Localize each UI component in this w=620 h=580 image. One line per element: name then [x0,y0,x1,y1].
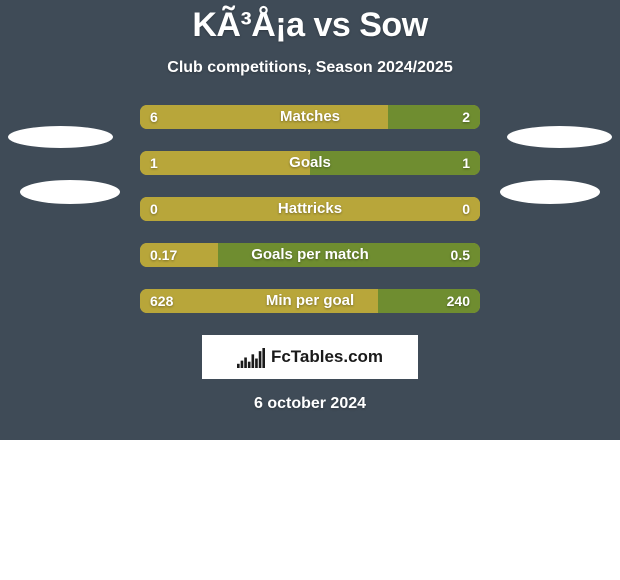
stat-bar-track [140,197,480,221]
player-right-ellipse-1 [507,126,612,148]
stat-value-left: 1 [150,151,158,175]
stat-value-left: 0 [150,197,158,221]
stat-bar-track [140,151,480,175]
stat-bar-track [140,243,480,267]
snapshot-date: 6 october 2024 [0,395,620,413]
stat-bar-left [140,289,378,313]
stat-bar-track [140,105,480,129]
stat-row: Min per goal628240 [0,289,620,313]
brand-box: FcTables.com [202,335,418,379]
stat-value-right: 1 [462,151,470,175]
stat-value-left: 628 [150,289,173,313]
player-left-ellipse-1 [8,126,113,148]
stat-row: Goals11 [0,151,620,175]
stat-row: Hattricks00 [0,197,620,221]
stat-value-right: 0 [462,197,470,221]
stat-value-left: 6 [150,105,158,129]
stat-bar-left [140,151,310,175]
stat-value-right: 240 [447,289,470,313]
stat-row: Goals per match0.170.5 [0,243,620,267]
stat-bar-track [140,289,480,313]
brand-bar-icon [237,346,265,368]
stat-value-right: 0.5 [451,243,470,267]
stat-value-right: 2 [462,105,470,129]
stat-value-left: 0.17 [150,243,177,267]
stat-bar-right [218,243,480,267]
comparison-subtitle: Club competitions, Season 2024/2025 [0,59,620,77]
stat-row: Matches62 [0,105,620,129]
comparison-title: KÃ³Å¡a vs Sow [0,0,620,45]
stat-bar-left [140,197,480,221]
brand-text: FcTables.com [271,347,383,367]
stat-bar-left [140,105,388,129]
stat-bar-right [310,151,480,175]
